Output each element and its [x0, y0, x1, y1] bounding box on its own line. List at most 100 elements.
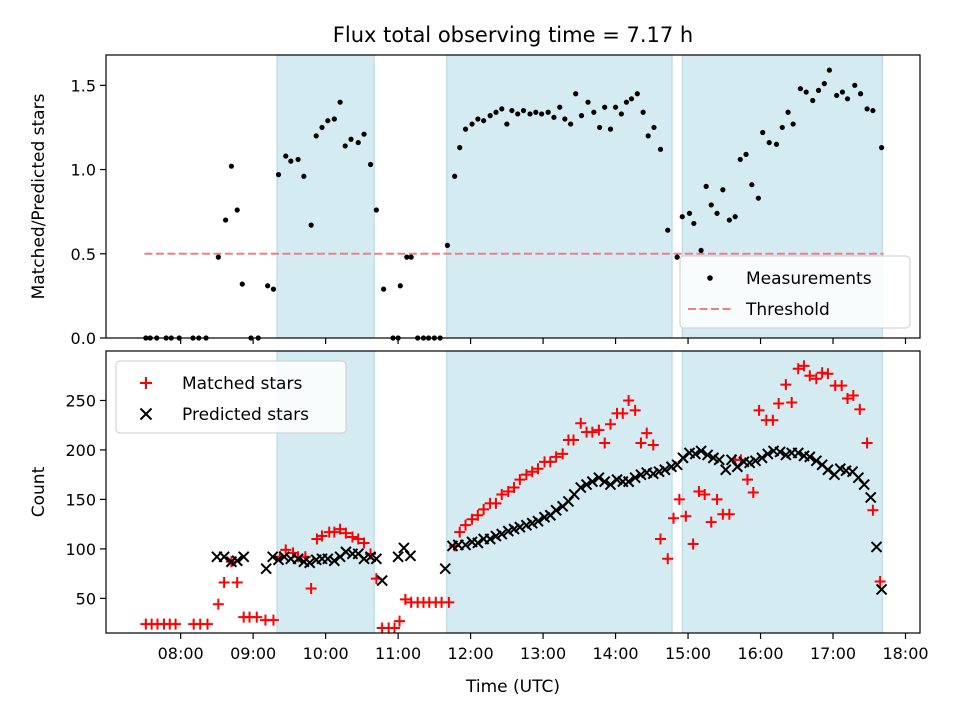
measurements-series: [143, 67, 885, 341]
data-point: [308, 222, 314, 228]
matched-stars-series: [140, 360, 886, 634]
data-point: [792, 447, 804, 459]
data-point: [408, 254, 414, 260]
shaded-interval: [446, 54, 673, 339]
x-tick-label: 14:00: [593, 644, 639, 663]
data-point: [509, 107, 515, 114]
data-point: [267, 551, 279, 563]
data-point: [487, 113, 493, 119]
data-point: [629, 404, 641, 416]
x-tick-label: 12:00: [448, 644, 494, 663]
data-point: [640, 109, 646, 115]
data-point: [785, 109, 791, 115]
data-point: [677, 452, 689, 464]
data-point: [747, 486, 759, 498]
data-point: [370, 553, 383, 565]
data-point: [452, 173, 458, 179]
data-point: [316, 530, 328, 542]
data-point: [726, 217, 732, 223]
data-point: [693, 486, 705, 498]
data-point: [550, 504, 562, 517]
data-point: [602, 104, 608, 110]
data-point: [267, 614, 279, 626]
data-point: [313, 133, 319, 139]
data-point: [749, 455, 762, 467]
data-point: [810, 97, 816, 104]
data-point: [865, 491, 877, 504]
data-point: [645, 133, 651, 139]
y-tick-label: 1.0: [71, 161, 96, 180]
data-point: [508, 482, 520, 494]
data-point: [562, 116, 568, 122]
data-point: [496, 528, 508, 540]
data-point: [568, 121, 574, 127]
data-point: [836, 380, 848, 392]
data-point: [478, 503, 490, 515]
data-point: [732, 214, 738, 220]
data-point: [443, 596, 455, 608]
data-point: [325, 118, 331, 124]
data-point: [292, 553, 304, 565]
data-point: [668, 512, 680, 524]
data-point: [755, 195, 761, 201]
data-point: [689, 448, 702, 460]
data-point: [691, 220, 697, 227]
data-point: [662, 553, 674, 565]
data-point: [322, 553, 334, 565]
data-point: [215, 254, 221, 260]
x-tick-label: 11:00: [375, 644, 421, 663]
axes-frame: [105, 350, 921, 634]
data-point: [792, 363, 804, 375]
axes-frame: [105, 54, 921, 339]
data-point: [852, 82, 858, 88]
data-point: [568, 434, 580, 446]
data-point: [604, 478, 617, 491]
data-point: [864, 106, 870, 112]
y-tick-label: 0.0: [71, 329, 96, 348]
data-point: [238, 551, 250, 563]
data-point: [514, 521, 526, 533]
x-tick-label: 18:00: [882, 644, 928, 663]
legend-marker: [707, 275, 713, 281]
data-point: [674, 254, 680, 260]
data-point: [622, 475, 635, 488]
data-point: [720, 464, 732, 476]
data-point: [575, 481, 587, 494]
data-point: [585, 99, 591, 105]
data-point: [874, 576, 886, 588]
data-point: [514, 474, 526, 486]
y-tick-label: 50: [76, 589, 96, 608]
y-tick-label: 0.5: [71, 245, 96, 264]
legend-box: [115, 360, 347, 434]
data-point: [659, 464, 671, 476]
data-point: [472, 509, 484, 521]
data-point: [454, 526, 466, 538]
data-point: [586, 426, 598, 438]
data-point: [493, 109, 499, 115]
data-point: [604, 418, 616, 430]
data-point: [222, 217, 229, 223]
y-tick-label: 100: [65, 540, 96, 559]
x-tick-label: 15:00: [665, 644, 711, 663]
data-point: [367, 161, 374, 168]
data-point: [502, 486, 514, 498]
data-point: [753, 404, 765, 416]
data-point: [484, 533, 496, 545]
data-point: [723, 508, 735, 520]
data-point: [687, 538, 699, 550]
data-point: [698, 247, 704, 254]
data-point: [790, 121, 796, 127]
legend-marker: [139, 407, 153, 421]
data-point: [496, 488, 508, 500]
data-point: [695, 445, 707, 457]
data-point: [870, 107, 876, 114]
data-point: [680, 510, 692, 522]
data-point: [635, 437, 647, 449]
data-point: [598, 475, 611, 488]
data-point: [762, 448, 774, 460]
data-point: [822, 464, 834, 476]
data-point: [651, 124, 657, 131]
data-point: [355, 139, 361, 146]
data-point: [550, 451, 562, 463]
data-point: [231, 555, 243, 567]
